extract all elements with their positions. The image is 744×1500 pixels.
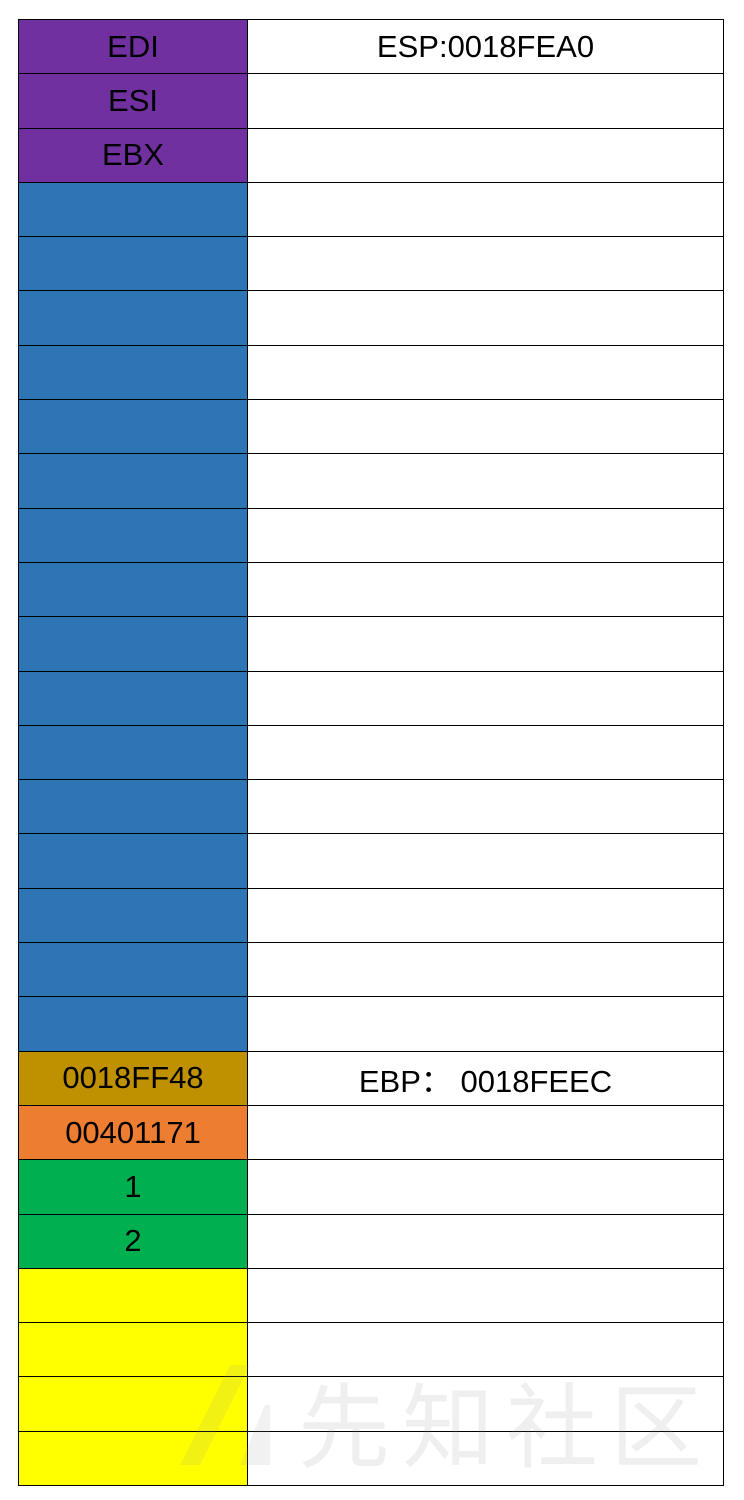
stack-slot-annotation: [247, 73, 724, 129]
stack-row: [18, 561, 724, 618]
stack-slot-annotation: [247, 942, 724, 998]
stack-row: 2: [18, 1213, 724, 1269]
stack-slot-annotation: ESP:0018FEA0: [247, 18, 724, 75]
stack-slot-annotation: [247, 779, 724, 835]
stack-slot-value: 2: [18, 1213, 248, 1269]
stack-slot-annotation: [247, 670, 724, 726]
stack-slot-annotation: [247, 453, 724, 509]
stack-slot-annotation: [247, 344, 724, 401]
stack-row: EBX: [18, 127, 724, 183]
stack-frame-table: EDI ESP:0018FEA0 ESI EBX 0018FF48 EBP： 0018FE…: [18, 18, 724, 1487]
stack-slot-value: [18, 399, 248, 455]
stack-row: [18, 996, 724, 1052]
stack-slot-annotation: [247, 887, 724, 944]
stack-slot-value: EDI: [18, 18, 248, 75]
stack-slot-annotation: [247, 996, 724, 1052]
stack-slot-annotation: [247, 561, 724, 618]
stack-slot-annotation: [247, 127, 724, 183]
stack-row: [18, 290, 724, 346]
stack-row: [18, 616, 724, 672]
stack-row: [18, 1430, 724, 1487]
stack-slot-annotation: [247, 290, 724, 346]
stack-slot-value: [18, 616, 248, 672]
stack-slot-value: [18, 1267, 248, 1324]
stack-frame-body: EDI ESP:0018FEA0 ESI EBX 0018FF48 EBP： 0018FE…: [18, 18, 724, 1487]
stack-slot-value: [18, 507, 248, 563]
stack-row: [18, 833, 724, 889]
stack-slot-value: EBX: [18, 127, 248, 183]
stack-slot-value: [18, 1376, 248, 1432]
stack-slot-annotation: [247, 1376, 724, 1432]
stack-slot-value: [18, 453, 248, 509]
stack-slot-value: 0018FF48: [18, 1050, 248, 1106]
stack-row: ESI: [18, 73, 724, 129]
stack-slot-annotation: [247, 236, 724, 292]
stack-row: [18, 779, 724, 835]
stack-slot-value: [18, 290, 248, 346]
stack-slot-annotation: EBP： 0018FEEC: [247, 1050, 724, 1106]
stack-slot-value: [18, 833, 248, 889]
stack-slot-annotation: [247, 1104, 724, 1161]
stack-slot-value: [18, 561, 248, 618]
stack-slot-annotation: [247, 724, 724, 781]
stack-row: [18, 453, 724, 509]
stack-row: 0018FF48 EBP： 0018FEEC: [18, 1050, 724, 1106]
stack-slot-value: [18, 1322, 248, 1378]
stack-slot-value: [18, 779, 248, 835]
stack-row: [18, 942, 724, 998]
stack-slot-annotation: [247, 181, 724, 238]
stack-slot-value: 1: [18, 1159, 248, 1215]
stack-row: 1: [18, 1159, 724, 1215]
stack-row: [18, 1267, 724, 1324]
stack-row: [18, 1376, 724, 1432]
stack-row: [18, 724, 724, 781]
stack-slot-annotation: [247, 616, 724, 672]
stack-row: [18, 181, 724, 238]
stack-slot-value: [18, 344, 248, 401]
stack-row: 00401171: [18, 1104, 724, 1161]
stack-slot-value: [18, 236, 248, 292]
stack-slot-annotation: [247, 1213, 724, 1269]
stack-row: [18, 1322, 724, 1378]
stack-row: [18, 507, 724, 563]
stack-slot-annotation: [247, 1267, 724, 1324]
stack-slot-value: 00401171: [18, 1104, 248, 1161]
stack-slot-value: ESI: [18, 73, 248, 129]
stack-slot-annotation: [247, 833, 724, 889]
stack-slot-value: [18, 1430, 248, 1487]
stack-row: [18, 344, 724, 401]
stack-slot-annotation: [247, 1159, 724, 1215]
stack-slot-annotation: [247, 399, 724, 455]
stack-row: [18, 887, 724, 944]
stack-row: [18, 670, 724, 726]
stack-slot-value: [18, 887, 248, 944]
stack-slot-annotation: [247, 1322, 724, 1378]
stack-row: EDI ESP:0018FEA0: [18, 18, 724, 75]
stack-slot-annotation: [247, 507, 724, 563]
stack-slot-value: [18, 181, 248, 238]
stack-slot-value: [18, 942, 248, 998]
stack-slot-value: [18, 724, 248, 781]
stack-row: [18, 399, 724, 455]
stack-slot-annotation: [247, 1430, 724, 1487]
stack-row: [18, 236, 724, 292]
stack-slot-value: [18, 996, 248, 1052]
stack-slot-value: [18, 670, 248, 726]
